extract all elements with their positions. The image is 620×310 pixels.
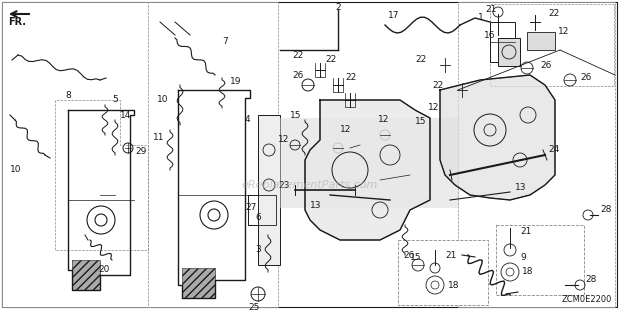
Polygon shape [305, 100, 430, 240]
Text: 2: 2 [335, 3, 340, 12]
Text: 10: 10 [10, 166, 22, 175]
Text: 4: 4 [245, 116, 250, 125]
Polygon shape [182, 268, 215, 298]
Text: 21: 21 [520, 228, 531, 237]
Text: 11: 11 [153, 134, 164, 143]
Text: FR.: FR. [8, 17, 26, 27]
Text: 12: 12 [278, 135, 290, 144]
Text: 18: 18 [448, 281, 459, 290]
Text: 22: 22 [325, 55, 336, 64]
Text: 15: 15 [290, 110, 301, 119]
Text: 15: 15 [410, 254, 422, 263]
Text: 13: 13 [515, 184, 526, 193]
Text: 23: 23 [278, 180, 290, 189]
Text: 8: 8 [65, 91, 71, 100]
Bar [148, 2, 278, 307]
Text: 22: 22 [345, 73, 356, 82]
Text: 6: 6 [255, 214, 261, 223]
Text: 1: 1 [478, 14, 484, 23]
Text: 28: 28 [600, 206, 611, 215]
Text: 9: 9 [520, 254, 526, 263]
Text: 12: 12 [340, 126, 352, 135]
Text: 28: 28 [585, 276, 596, 285]
Text: 24: 24 [548, 145, 559, 154]
Bar [248, 195, 266, 225]
Text: 18: 18 [522, 268, 533, 277]
Text: 10: 10 [157, 95, 169, 104]
Bar [498, 38, 520, 66]
Text: 16: 16 [484, 30, 495, 39]
Text: 29: 29 [135, 148, 146, 157]
Text: eReplacementParts.com: eReplacementParts.com [242, 180, 378, 190]
Text: 5: 5 [112, 95, 118, 104]
Text: 12: 12 [558, 28, 569, 37]
Bar [490, 4, 614, 86]
Text: 13: 13 [310, 201, 322, 210]
Text: 21: 21 [445, 250, 456, 259]
Text: 7: 7 [222, 38, 228, 46]
Text: 26: 26 [580, 73, 591, 82]
Bar [258, 115, 280, 265]
Text: 25: 25 [248, 303, 259, 310]
Text: 22: 22 [292, 51, 303, 60]
Polygon shape [72, 260, 100, 290]
Bar [258, 195, 276, 225]
Text: 17: 17 [388, 11, 399, 20]
Text: 21: 21 [485, 5, 497, 14]
Text: ZCM0E2200: ZCM0E2200 [562, 295, 612, 304]
Polygon shape [440, 75, 555, 200]
Bar [280, 118, 500, 208]
Text: 20: 20 [98, 265, 109, 274]
Text: 12: 12 [378, 116, 389, 125]
Text: 12: 12 [428, 104, 440, 113]
Text: 14: 14 [120, 110, 131, 119]
Text: 27: 27 [245, 203, 257, 212]
Bar [458, 2, 615, 307]
Text: 19: 19 [230, 78, 242, 86]
Bar [490, 22, 515, 62]
Text: 15: 15 [415, 117, 427, 126]
Text: 22: 22 [432, 81, 443, 90]
Text: 26: 26 [292, 70, 303, 79]
Bar [398, 240, 488, 305]
Bar [2, 2, 150, 307]
Text: 26: 26 [540, 60, 551, 69]
Text: 22: 22 [548, 10, 559, 19]
Bar [527, 32, 555, 50]
Bar [496, 225, 584, 295]
Text: 26: 26 [403, 250, 414, 259]
Text: 22: 22 [415, 55, 427, 64]
Text: 3: 3 [255, 246, 261, 255]
